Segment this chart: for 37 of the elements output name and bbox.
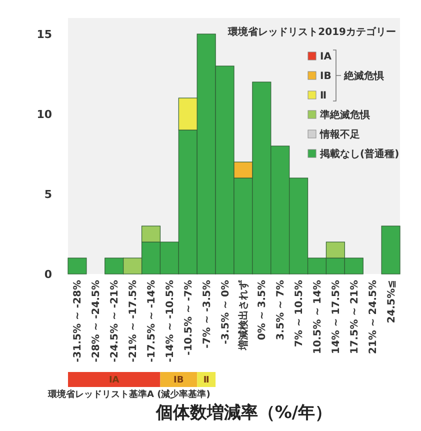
bar (68, 258, 87, 274)
y-tick-label: 5 (44, 188, 52, 201)
x-tick-label: -3.5% ~ 0% (220, 280, 232, 344)
x-axis-title: 個体数増減率（%/年） (154, 402, 332, 423)
x-tick-label: 0% ~ 3.5% (257, 280, 268, 340)
annotation: 絶滅危惧 (343, 70, 384, 82)
x-tick-label: 3.5% ~ 7% (276, 280, 287, 340)
text: IA (108, 376, 120, 386)
x-tick-label: 増減検出されず (238, 280, 250, 351)
legend-title: 環境省レッドリスト2019カテゴリー (227, 26, 396, 38)
x-tick-label: 24.5%≦ (386, 280, 398, 324)
x-tick-label: 17.5% ~ 21% (349, 280, 360, 354)
x-tick-label: 14% ~ 17.5% (330, 280, 342, 354)
y-tick-label: 10 (36, 108, 52, 121)
x-tick-label: -14% ~ -10.5% (164, 280, 176, 362)
x-tick-label: -31.5% ~ -28% (72, 280, 84, 362)
y-tick-label: 15 (36, 28, 52, 41)
x-tick-label: -28% ~ -24.5% (91, 280, 102, 362)
legend-label: 掲載なし(普通種) (319, 148, 400, 160)
x-tick-label: -21% ~ -17.5% (128, 280, 140, 362)
legend-label: 準絶滅危惧 (319, 109, 370, 121)
legend-label: 情報不足 (319, 128, 360, 140)
x-tick-label: 10.5% ~ 14% (312, 280, 324, 354)
x-tick-label: -7% ~ -3.5% (202, 280, 213, 348)
y-tick-label: 0 (44, 268, 52, 281)
x-tick-label: -17.5% ~ -14% (146, 280, 158, 362)
x-tick-label: 21% ~ 24.5% (368, 280, 379, 354)
text: IB (174, 376, 184, 386)
legend-label: Ⅱ (320, 90, 327, 102)
bar (381, 226, 400, 274)
text: Ⅱ (203, 376, 210, 386)
x-tick-label: -24.5% ~ -21% (110, 280, 121, 362)
legend-label: ⅠB (320, 71, 332, 82)
x-tick-label: 7% ~ 10.5% (294, 280, 306, 348)
x-tick-label: -10.5% ~ -7% (183, 280, 194, 356)
legend-label: ⅠA (320, 52, 332, 62)
text: 環境省レッドリスト基準A (減少率基準) (47, 389, 210, 400)
